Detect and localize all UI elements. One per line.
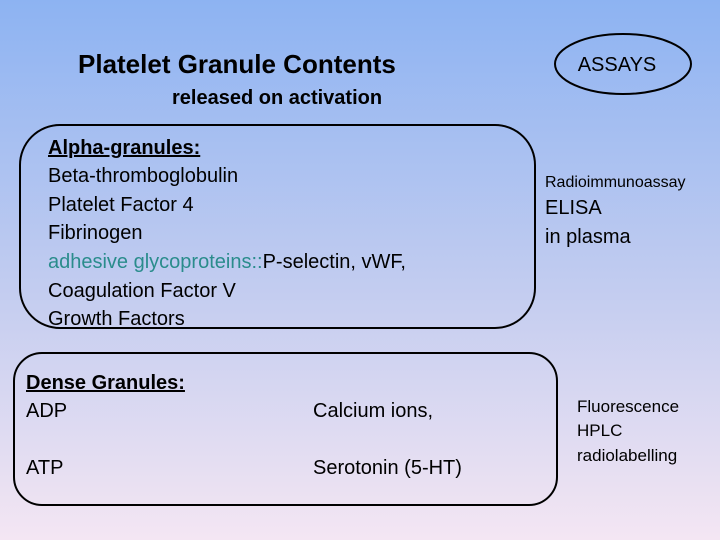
alpha-item: Beta-thromboglobulin bbox=[48, 165, 238, 187]
adhesive-detail: P-selectin, vWF, bbox=[263, 251, 406, 273]
assay-text: radiolabelling bbox=[577, 446, 677, 465]
alpha-item: Coagulation Factor V bbox=[48, 280, 237, 302]
adhesive-label: adhesive glycoproteins:: bbox=[48, 251, 263, 273]
assay-text: HPLC bbox=[577, 421, 622, 440]
assay-text: ELISA bbox=[545, 197, 602, 219]
alpha-box bbox=[19, 124, 536, 329]
alpha-item: Platelet Factor 4 bbox=[48, 194, 194, 216]
dense-item: Calcium ions, bbox=[313, 400, 433, 422]
adhesive-line: adhesive glycoproteins::P-selectin, vWF, bbox=[48, 251, 406, 273]
dense-item: ADP bbox=[26, 400, 67, 422]
assay-text: in plasma bbox=[545, 226, 631, 248]
alpha-item: Fibrinogen bbox=[48, 222, 143, 244]
alpha-item: Growth Factors bbox=[48, 308, 185, 330]
dense-item: ATP bbox=[26, 457, 63, 479]
dense-box bbox=[13, 352, 558, 506]
assay-text: Fluorescence bbox=[577, 397, 679, 416]
assays-ellipse bbox=[554, 33, 692, 95]
alpha-heading: Alpha-granules: bbox=[48, 137, 200, 159]
assay-text: Radioimmunoassay bbox=[545, 174, 686, 191]
title: Platelet Granule Contents bbox=[78, 49, 396, 79]
dense-heading: Dense Granules: bbox=[26, 372, 185, 394]
subtitle: released on activation bbox=[172, 87, 382, 109]
dense-item: Serotonin (5-HT) bbox=[313, 457, 462, 479]
assays-label: ASSAYS bbox=[578, 54, 657, 76]
